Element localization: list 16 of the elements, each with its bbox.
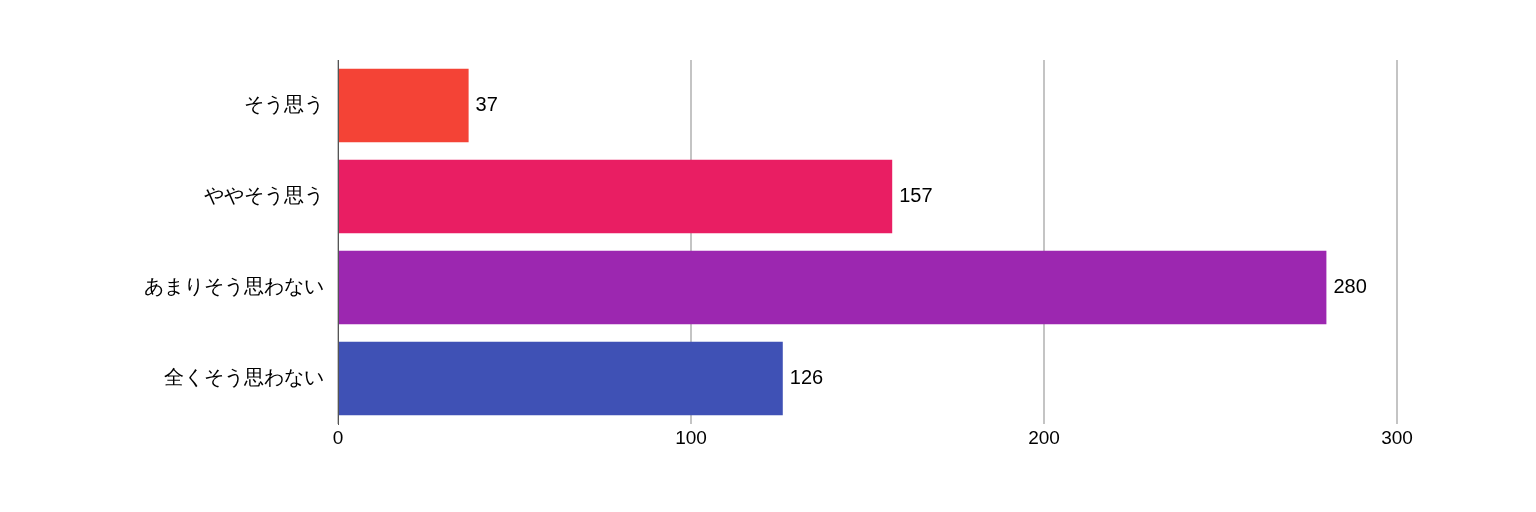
x-tick-label: 200	[1028, 426, 1060, 448]
x-tick-label: 300	[1381, 426, 1413, 448]
data-label: 280	[1333, 275, 1367, 298]
bar	[339, 68, 469, 143]
x-tick-label: 0	[332, 426, 344, 448]
y-tick-label: そう思う	[244, 93, 324, 116]
data-label: 126	[789, 366, 824, 389]
data-label: 157	[899, 184, 933, 207]
y-tick-label: あまりそう思わない	[144, 275, 324, 298]
y-tick-label: ややそう思う	[204, 184, 324, 207]
bar	[339, 159, 893, 234]
data-label: 37	[475, 93, 498, 116]
bar	[339, 341, 783, 416]
y-tick-label: 全くそう思わない	[164, 366, 324, 389]
bar	[339, 250, 1327, 325]
x-tick-label: 100	[675, 426, 707, 448]
